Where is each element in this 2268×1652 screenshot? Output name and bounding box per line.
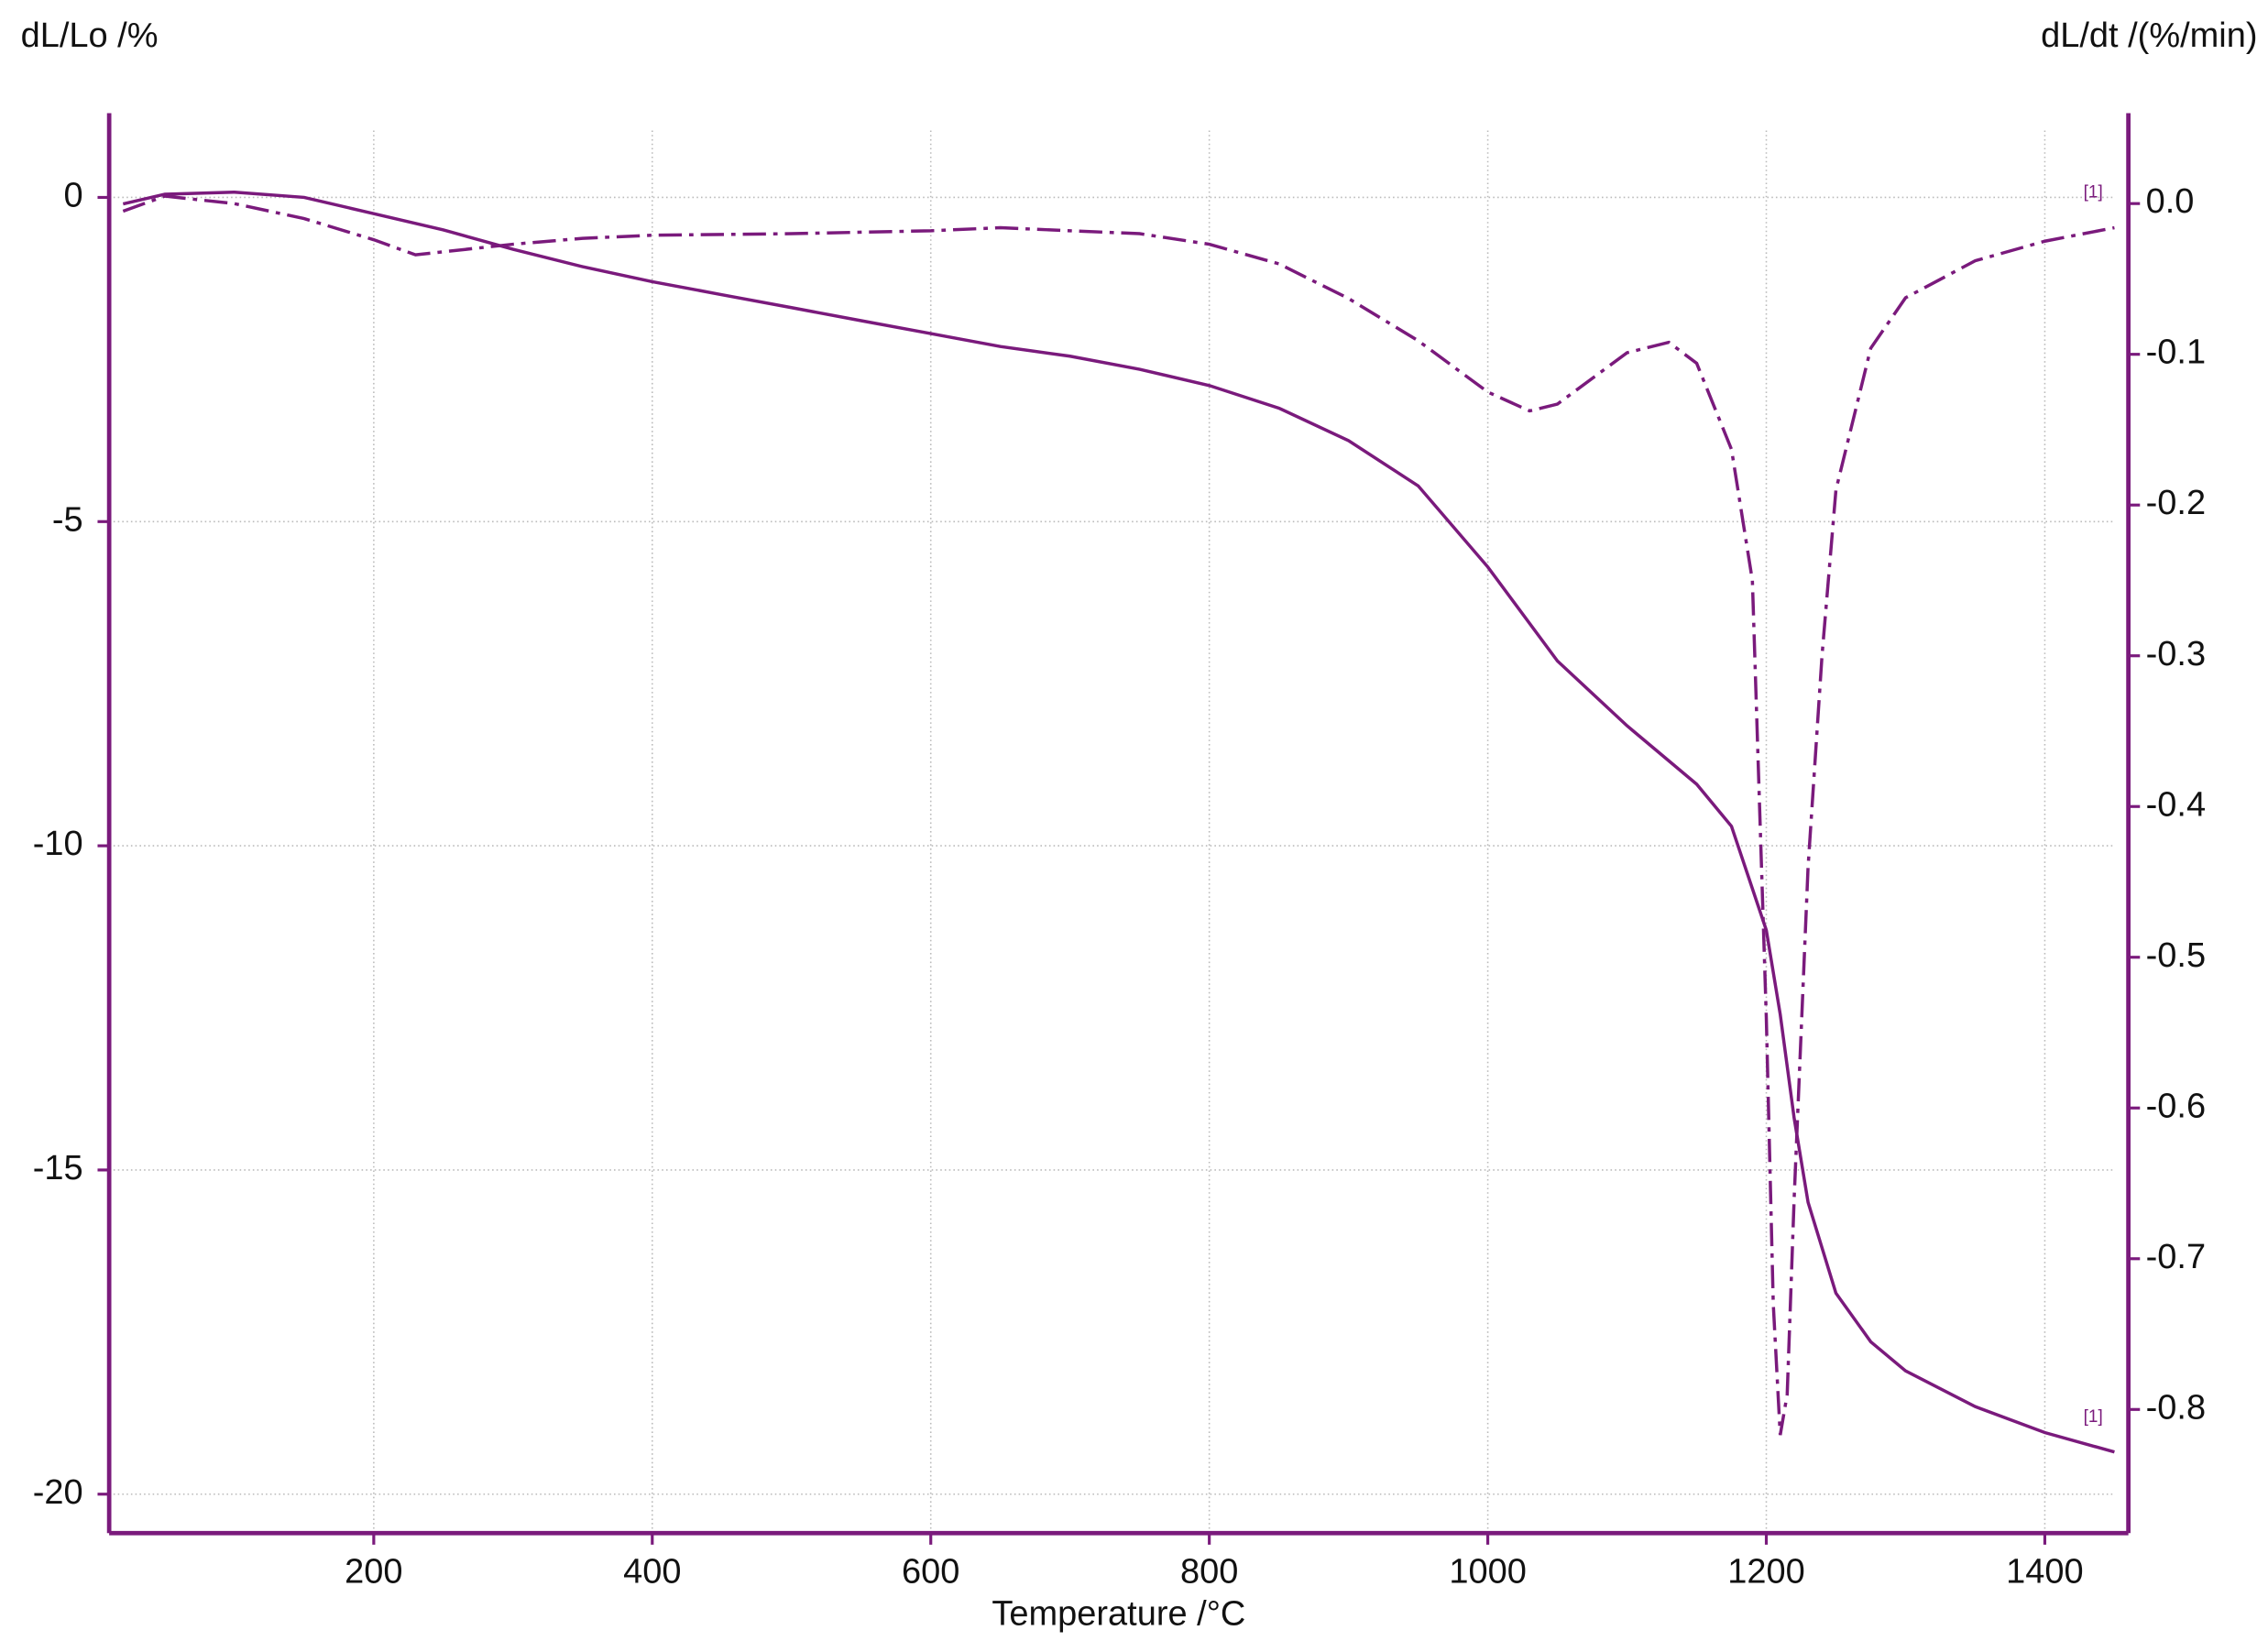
x-tick-label: 1200	[1727, 1553, 1805, 1592]
y2-tick-label: -0.1	[2146, 334, 2206, 372]
data-line	[122, 191, 2115, 1454]
y-tick-label: -5	[52, 500, 83, 539]
y2-tick-label: 0.0	[2146, 182, 2195, 221]
x-tick-label: 1400	[2006, 1553, 2084, 1592]
y-tick-label: 0	[63, 176, 82, 214]
y-tick-label: -20	[33, 1473, 83, 1512]
x-tick-label: 800	[1180, 1553, 1238, 1592]
y2-tick-label: -0.2	[2146, 484, 2206, 522]
y-tick-label: -10	[33, 825, 83, 863]
x-tick-label: 1000	[1449, 1553, 1527, 1592]
y2-tick-label: -0.8	[2146, 1388, 2206, 1427]
y2-tick-label: -0.5	[2146, 936, 2206, 975]
y2-axis-label: dL/dt /(%/min)	[2041, 16, 2257, 55]
x-axis-label: Temperature /°C	[992, 1594, 1245, 1633]
y2-tick-label: -0.4	[2146, 785, 2206, 824]
data-line	[122, 194, 2115, 1436]
series-end-label: [1]	[2084, 1407, 2103, 1427]
y-tick-label: -15	[33, 1149, 83, 1187]
y2-tick-label: -0.3	[2146, 635, 2206, 673]
series-end-label: [1]	[2084, 183, 2103, 202]
y-axis-label: dL/Lo /%	[21, 16, 159, 55]
x-tick-label: 400	[623, 1553, 681, 1592]
y2-tick-label: -0.7	[2146, 1238, 2206, 1276]
y2-tick-label: -0.6	[2146, 1087, 2206, 1125]
x-tick-label: 200	[345, 1553, 402, 1592]
x-tick-label: 600	[902, 1553, 959, 1592]
